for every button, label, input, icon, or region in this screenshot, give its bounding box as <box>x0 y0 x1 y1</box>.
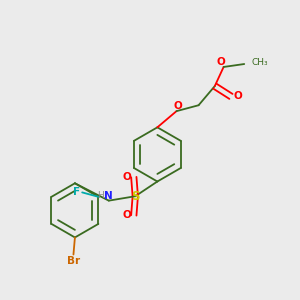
Text: S: S <box>131 190 140 203</box>
Text: H: H <box>97 191 104 200</box>
Text: O: O <box>174 101 182 111</box>
Text: O: O <box>123 210 132 220</box>
Text: CH₃: CH₃ <box>251 58 268 67</box>
Text: O: O <box>233 92 242 101</box>
Text: N: N <box>104 191 112 201</box>
Text: Br: Br <box>67 256 80 266</box>
Text: F: F <box>73 188 80 197</box>
Text: O: O <box>217 57 226 67</box>
Text: O: O <box>123 172 132 182</box>
